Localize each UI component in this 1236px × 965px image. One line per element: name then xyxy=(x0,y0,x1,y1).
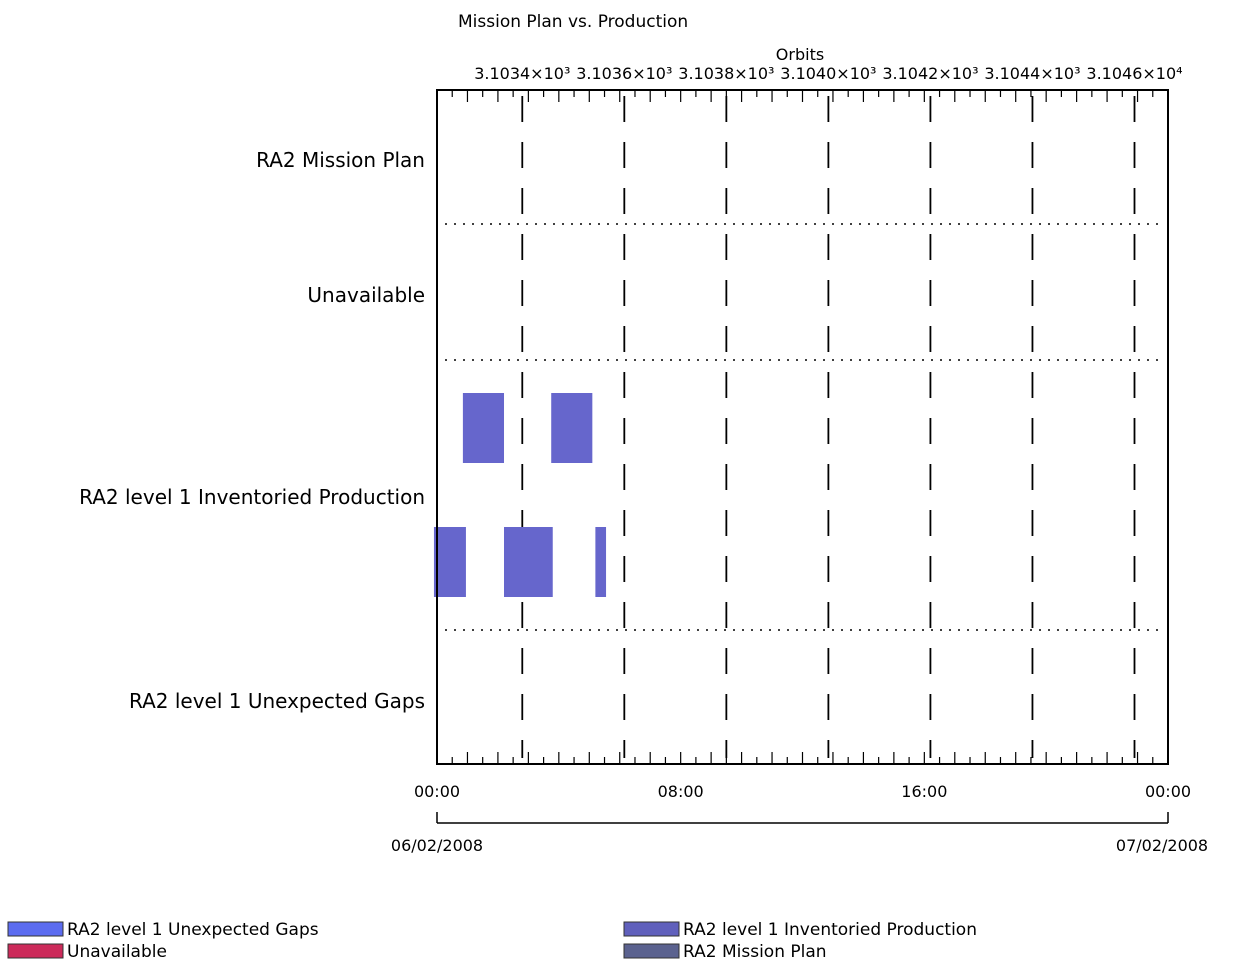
legend-label: RA2 level 1 Inventoried Production xyxy=(683,920,977,940)
top-axis-tick-label: 3.1040×10³ xyxy=(780,64,876,83)
time-tick-label: 08:00 xyxy=(658,782,704,801)
category-label: Unavailable xyxy=(307,283,425,307)
top-axis-tick-label: 3.1034×10³ xyxy=(474,64,570,83)
production-bar xyxy=(551,393,593,463)
time-tick-label: 16:00 xyxy=(901,782,947,801)
production-bar xyxy=(433,527,466,597)
top-axis-tick-label: 3.1046×10⁴ xyxy=(1086,64,1182,83)
grid xyxy=(445,96,1164,758)
axis-labels: 3.1034×10³ 3.1036×10³ 3.1038×10³ 3.1040×10³… xyxy=(79,64,1208,855)
legend: RA2 level 1 Unexpected Gaps RA2 level 1 I… xyxy=(7,920,977,962)
legend-swatch xyxy=(623,943,680,959)
top-axis-tick-label: 3.1042×10³ xyxy=(882,64,978,83)
plot-frame xyxy=(436,89,1169,765)
category-label: RA2 level 1 Unexpected Gaps xyxy=(129,689,425,713)
legend-label: RA2 Mission Plan xyxy=(683,942,827,962)
time-tick-label: 00:00 xyxy=(414,782,460,801)
legend-label: Unavailable xyxy=(67,942,167,962)
production-bar xyxy=(595,527,607,597)
legend-label: RA2 level 1 Unexpected Gaps xyxy=(67,920,319,940)
date-label: 07/02/2008 xyxy=(1116,836,1208,855)
top-axis-tick-label: 3.1038×10³ xyxy=(678,64,774,83)
top-axis-label: Orbits xyxy=(776,45,824,64)
production-bar xyxy=(462,393,505,463)
legend-swatch xyxy=(623,921,680,937)
category-label: RA2 level 1 Inventoried Production xyxy=(79,485,425,509)
axis-ticks xyxy=(436,90,1169,824)
date-label: 06/02/2008 xyxy=(391,836,483,855)
category-label: RA2 Mission Plan xyxy=(256,148,425,172)
production-bar xyxy=(504,527,553,597)
top-axis-tick-label: 3.1036×10³ xyxy=(576,64,672,83)
time-tick-label: 00:00 xyxy=(1145,782,1191,801)
chart-title: Mission Plan vs. Production xyxy=(458,12,688,32)
legend-swatch xyxy=(7,943,64,959)
legend-swatch xyxy=(7,921,64,937)
top-axis-tick-label: 3.1044×10³ xyxy=(984,64,1080,83)
bars xyxy=(433,393,607,597)
